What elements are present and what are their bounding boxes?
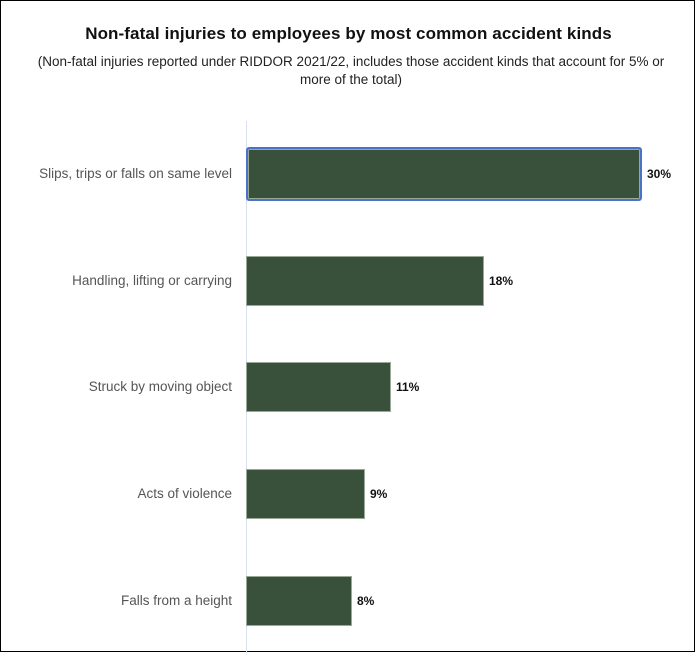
category-label: Handling, lifting or carrying bbox=[72, 273, 232, 288]
bar[interactable] bbox=[246, 147, 642, 201]
bar[interactable] bbox=[246, 576, 352, 626]
category-label: Struck by moving object bbox=[88, 379, 232, 394]
bar-row: Falls from a height 8% bbox=[1, 576, 695, 628]
category-label: Acts of violence bbox=[137, 486, 232, 501]
bar-row: Handling, lifting or carrying 18% bbox=[1, 256, 695, 308]
category-label: Slips, trips or falls on same level bbox=[39, 166, 232, 181]
chart-title: Non-fatal injuries to employees by most … bbox=[85, 24, 612, 43]
bar[interactable] bbox=[246, 469, 365, 519]
bar[interactable] bbox=[246, 362, 391, 412]
bar-row: Slips, trips or falls on same level 30% bbox=[1, 147, 695, 201]
value-label: 11% bbox=[396, 380, 420, 394]
value-label: 8% bbox=[357, 594, 375, 608]
value-label: 9% bbox=[370, 487, 388, 501]
bar-row: Struck by moving object 11% bbox=[1, 362, 695, 414]
bar-row: Acts of violence 9% bbox=[1, 469, 695, 521]
value-label: 30% bbox=[647, 167, 672, 181]
value-label: 18% bbox=[489, 274, 514, 288]
chart-subtitle: (Non-fatal injuries reported under RIDDO… bbox=[37, 54, 665, 87]
category-label: Falls from a height bbox=[120, 593, 232, 608]
bar[interactable] bbox=[246, 256, 484, 306]
